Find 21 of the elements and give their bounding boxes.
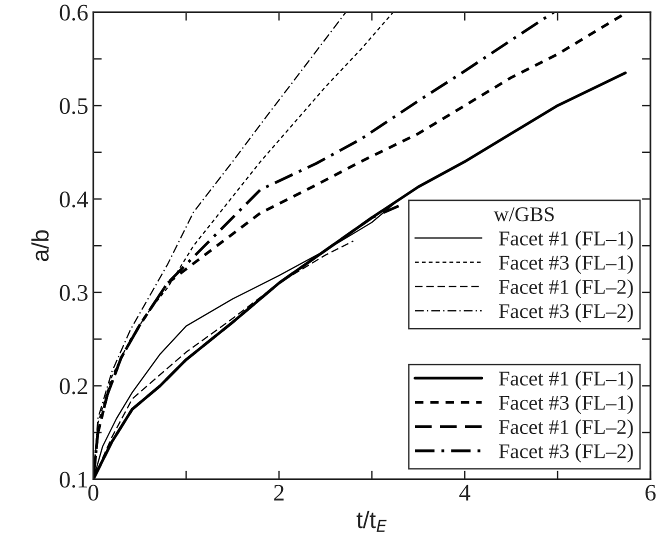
y-tick-label: 0.1 [60,472,88,488]
x-tick-label: 2 [274,484,284,500]
y-axis-title: a/b [31,230,49,262]
legend-label: Facet #3 (FL–1) [498,395,633,414]
legend-label: Facet #3 (FL–2) [498,444,633,463]
legend-title: w/GBS [494,207,554,222]
legend-label: Facet #3 (FL–1) [498,255,633,274]
x-tick-label: 6 [646,484,656,501]
y-tick-label: 0.5 [60,98,88,114]
legend-label: Facet #3 (FL–2) [498,304,633,322]
y-tick-label: 0.4 [60,191,88,208]
legend-label: Facet #1 (FL–1) [498,370,633,390]
y-tick-label: 0.6 [60,4,88,21]
x-axis-title: t/t$_{E}$ [356,510,387,532]
y-tick-label: 0.2 [60,378,88,394]
y-tick-label: 0.3 [60,284,88,301]
legend-label: Facet #1 (FL–2) [498,419,633,438]
legend-label: Facet #1 (FL–1) [498,230,633,250]
legend-label: Facet #1 (FL–2) [498,279,633,298]
x-tick-label: 4 [459,484,470,500]
x-tick-label: 0 [88,484,98,501]
